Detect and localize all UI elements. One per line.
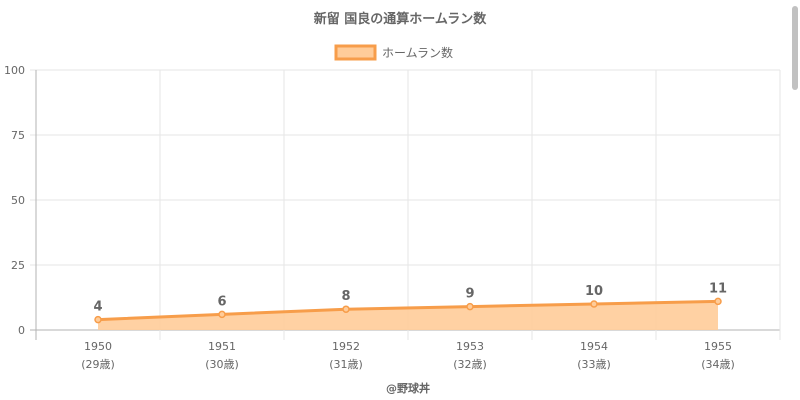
legend[interactable]: ホームラン数: [334, 44, 453, 61]
scrollbar-thumb[interactable]: [792, 6, 798, 90]
data-label: 8: [341, 289, 350, 304]
x-tick-sublabel: (32歳): [453, 358, 487, 371]
legend-label: ホームラン数: [382, 45, 453, 60]
data-point: [466, 302, 474, 311]
y-axis-ticks: 0 25 50 75 100: [4, 64, 25, 337]
x-tick-label: 1952: [332, 340, 360, 353]
scrollbar-track[interactable]: [790, 0, 800, 400]
x-axis-ticks: 1950 (29歳) 1951 (30歳) 1952 (31歳) 1953 (32歳) 1954…: [81, 340, 735, 371]
grid: [30, 69, 781, 340]
data-label: 6: [217, 294, 226, 309]
x-tick-sublabel: (30歳): [205, 358, 239, 371]
x-tick-sublabel: (34歳): [701, 358, 735, 371]
series-line: [97, 299, 719, 322]
x-tick-sublabel: (33歳): [577, 358, 611, 371]
series-homeruns: 4 6 8 9 10 11: [93, 281, 727, 330]
data-label: 10: [585, 284, 603, 299]
legend-swatch: [334, 44, 377, 61]
data-label: 9: [465, 287, 474, 302]
y-tick-label: 50: [11, 194, 25, 207]
x-tick-label: 1954: [580, 340, 608, 353]
y-tick-label: 75: [11, 129, 25, 142]
data-point: [590, 300, 598, 308]
x-tick-label: 1950: [84, 340, 112, 353]
x-tick-label: 1955: [704, 340, 732, 353]
y-tick-label: 0: [18, 324, 25, 337]
data-point: [218, 310, 226, 319]
y-tick-label: 25: [11, 259, 25, 272]
x-tick-sublabel: (29歳): [81, 358, 115, 371]
data-point: [342, 305, 350, 313]
data-point: [94, 315, 102, 324]
credit-label: @野球丼: [386, 381, 430, 395]
data-label: 4: [93, 300, 102, 315]
data-point: [714, 297, 722, 306]
x-tick-label: 1953: [456, 340, 484, 353]
x-tick-sublabel: (31歳): [329, 358, 363, 371]
y-tick-label: 100: [4, 64, 25, 77]
series-area: [98, 301, 718, 330]
data-label: 11: [709, 281, 727, 296]
x-tick-label: 1951: [208, 340, 236, 353]
chart-title: 新留 国良の通算ホームラン数: [314, 11, 487, 27]
